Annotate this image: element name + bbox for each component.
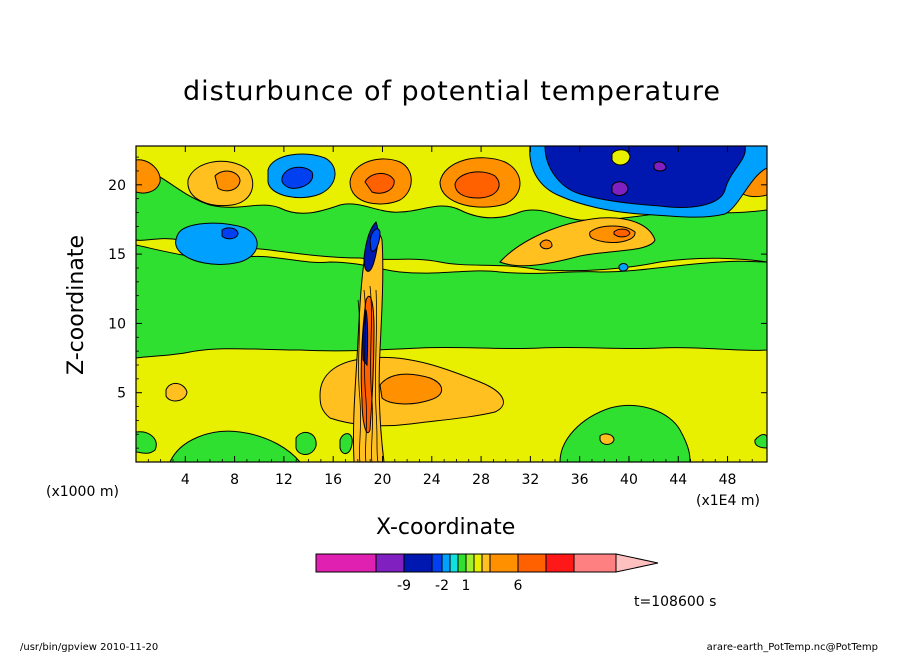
chart-title: disturbunce of potential temperature xyxy=(183,76,721,107)
x-tick-label: 24 xyxy=(423,472,441,488)
x-tick-label: 8 xyxy=(230,472,239,488)
footer-right: arare-earth_PotTemp.nc@PotTemp xyxy=(706,642,878,653)
colorbar-segment xyxy=(573,553,617,573)
y-axis-ticks: 5 10 15 20 xyxy=(108,156,767,449)
y-tick-label: 10 xyxy=(108,316,126,332)
green-pocket-bottom-left xyxy=(136,431,157,454)
colorbar-segment xyxy=(481,553,491,573)
colorbar-segment xyxy=(517,553,547,573)
x-tick-label: 20 xyxy=(374,472,392,488)
colorbar-segment xyxy=(403,553,433,573)
x-tick-label: 36 xyxy=(571,472,589,488)
x-tick-label: 32 xyxy=(521,472,539,488)
colorbar-label: 1 xyxy=(462,578,471,594)
x-tick-label: 40 xyxy=(620,472,638,488)
plot-frame xyxy=(135,145,768,463)
x-tick-label: 48 xyxy=(719,472,737,488)
warm-blob-edge-left xyxy=(136,159,161,194)
colorbar-segment xyxy=(545,553,575,573)
footer-left: /usr/bin/gpview 2010-11-20 xyxy=(20,642,159,653)
green-pocket-bottom-right xyxy=(559,404,691,462)
colorbar-arrow xyxy=(615,553,659,573)
y-tick-label: 5 xyxy=(117,386,126,402)
x-tick-label: 28 xyxy=(472,472,490,488)
x-scale-label: (x1E4 m) xyxy=(696,493,760,509)
colorbar-label: -2 xyxy=(435,578,449,594)
x-tick-label: 4 xyxy=(181,472,190,488)
x-unit-label: (x1000 m) xyxy=(46,484,119,500)
x-tick-label: 16 xyxy=(324,472,342,488)
green-band-mid xyxy=(136,244,767,359)
x-axis-label: X-coordinate xyxy=(376,515,516,540)
y-tick-label: 15 xyxy=(108,247,126,263)
colorbar-segment xyxy=(431,553,443,573)
x-axis-ticks: 4 8 12 16 20 24 28 32 36 40 44 48 xyxy=(147,146,753,488)
colorbar-label: -9 xyxy=(397,578,411,594)
colorbar-segment xyxy=(375,553,405,573)
colorbar-segment xyxy=(441,553,451,573)
y-axis-label: Z-coordinate xyxy=(64,235,89,375)
colorbar-segment xyxy=(315,553,377,573)
colorbar-segment xyxy=(449,553,459,573)
x-tick-label: 12 xyxy=(275,472,293,488)
colorbar-segment xyxy=(465,553,475,573)
colorbar-segment xyxy=(457,553,467,573)
green-pocket-bottom xyxy=(169,430,301,462)
heatmap-field xyxy=(136,146,767,462)
x-tick-label: 44 xyxy=(669,472,687,488)
y-tick-label: 20 xyxy=(108,178,126,194)
colorbar-segment xyxy=(489,553,519,573)
colorbar-label: 6 xyxy=(514,578,523,594)
colorbar: -9 -2 1 6 xyxy=(315,553,659,594)
colorbar-segment xyxy=(473,553,483,573)
time-label: t=108600 s xyxy=(634,594,717,610)
